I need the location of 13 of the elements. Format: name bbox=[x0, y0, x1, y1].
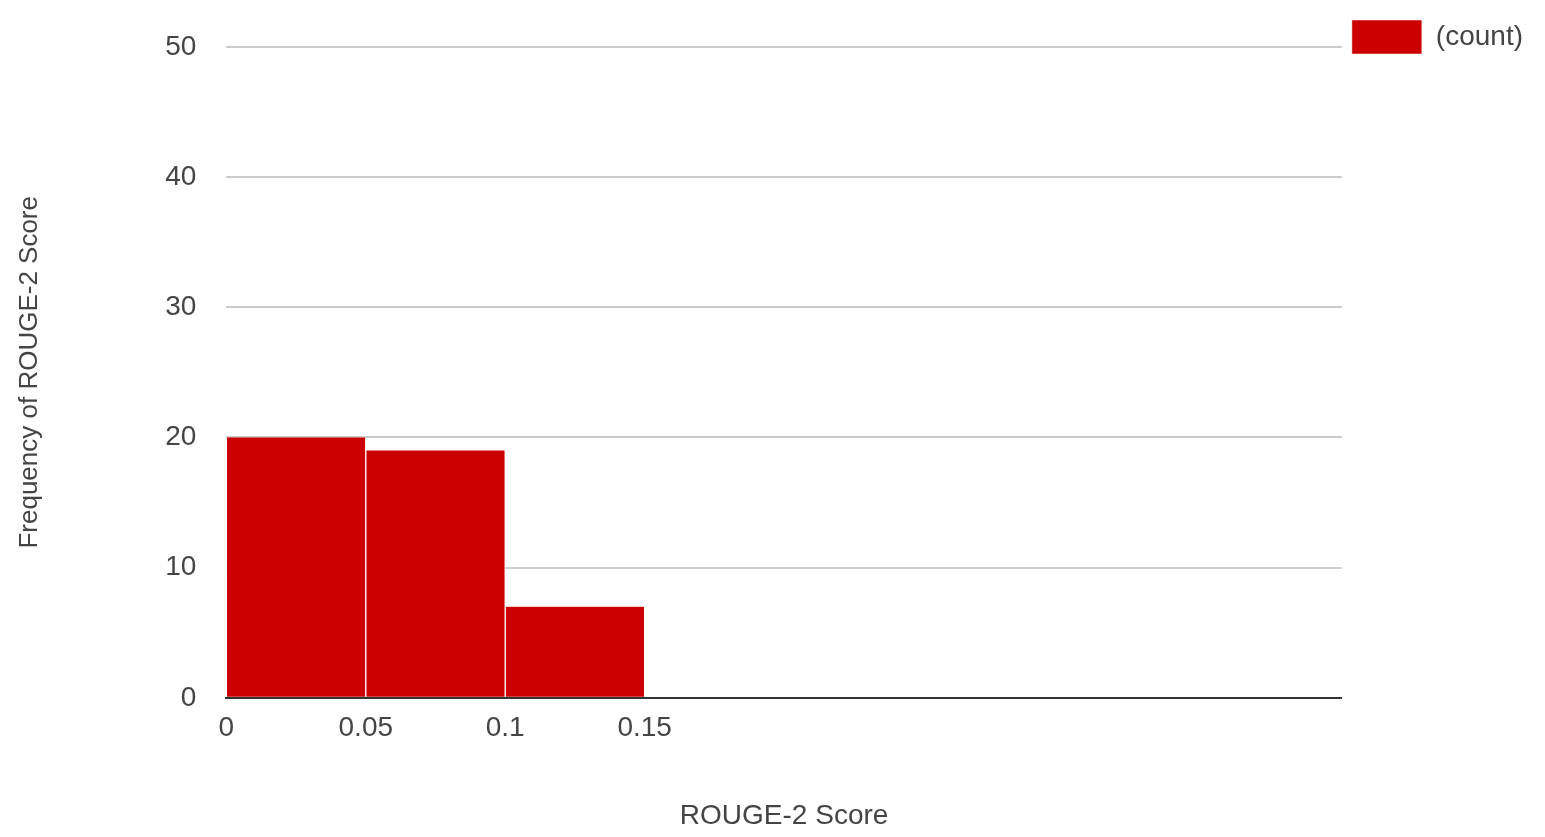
x-tick-label: 0.05 bbox=[338, 711, 394, 743]
x-tick-label: 0.15 bbox=[617, 711, 672, 743]
y-tick-label: 50 bbox=[165, 29, 197, 61]
x-tick-label: 0 bbox=[218, 711, 235, 743]
y-tick-label: 10 bbox=[165, 550, 197, 582]
legend-label: (count) bbox=[1435, 19, 1524, 51]
x-tick-label: 0.1 bbox=[485, 711, 525, 743]
y-tick-label: 40 bbox=[165, 159, 197, 191]
y-tick-label: 30 bbox=[165, 289, 197, 321]
y-tick-label: 0 bbox=[180, 680, 197, 712]
x-axis-title: ROUGE-2 Score bbox=[679, 798, 889, 830]
y-axis-title: Frequency of ROUGE-2 Score bbox=[12, 196, 43, 549]
y-tick-label: 20 bbox=[165, 420, 197, 452]
